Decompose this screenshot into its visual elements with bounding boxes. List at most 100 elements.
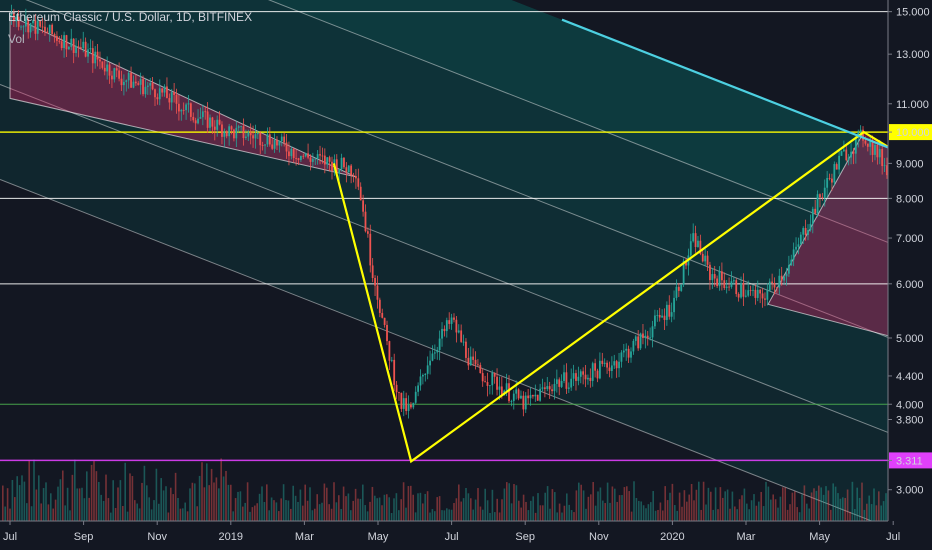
candle-body bbox=[192, 116, 195, 121]
candle-body bbox=[524, 395, 527, 410]
candle-body bbox=[402, 398, 405, 409]
candle-body bbox=[357, 178, 360, 187]
volume-bar bbox=[285, 500, 287, 521]
volume-bar bbox=[674, 505, 676, 521]
volume-bar bbox=[390, 512, 393, 521]
volume-bar bbox=[818, 485, 820, 521]
candle-body bbox=[536, 394, 539, 401]
volume-bar bbox=[458, 484, 460, 521]
volume-bar bbox=[302, 505, 304, 521]
channel-band bbox=[269, 0, 888, 243]
volume-bar bbox=[801, 494, 803, 521]
candle-body bbox=[161, 88, 164, 93]
x-tick-label: Sep bbox=[74, 531, 94, 543]
volume-bar bbox=[599, 487, 602, 521]
candle-body bbox=[197, 118, 199, 124]
volume-bar bbox=[683, 490, 686, 521]
candle-body bbox=[178, 103, 180, 112]
volume-bar bbox=[753, 494, 755, 521]
volume-bar bbox=[261, 486, 263, 521]
candle-body bbox=[34, 20, 37, 34]
volume-bar bbox=[35, 489, 38, 521]
volume-bar bbox=[791, 492, 794, 521]
candle-body bbox=[426, 365, 429, 374]
volume-bar bbox=[54, 499, 57, 521]
volume-bar bbox=[827, 490, 830, 521]
candle-body bbox=[201, 111, 204, 118]
candle-body bbox=[752, 289, 754, 291]
candle-body bbox=[63, 35, 65, 49]
volume-bar bbox=[731, 491, 734, 521]
candle-body bbox=[670, 312, 673, 317]
candle-body bbox=[587, 377, 589, 380]
candle-body bbox=[835, 164, 838, 170]
volume-bar bbox=[110, 512, 112, 521]
candle-body bbox=[237, 126, 240, 128]
candle-body bbox=[481, 373, 484, 382]
volume-bar bbox=[587, 496, 590, 521]
volume-bar bbox=[30, 506, 33, 521]
volume-bar bbox=[736, 509, 738, 521]
candle-body bbox=[785, 273, 788, 277]
volume-bar bbox=[400, 499, 402, 521]
volume-bar bbox=[323, 483, 326, 521]
volume-bar bbox=[105, 474, 107, 521]
candle-body bbox=[149, 83, 152, 86]
volume-bar bbox=[446, 508, 448, 521]
candle-body bbox=[603, 362, 606, 364]
volume-bar bbox=[196, 506, 198, 521]
candle-body bbox=[740, 282, 742, 298]
candle-body bbox=[134, 81, 137, 84]
candle-body bbox=[130, 72, 132, 88]
candle-body bbox=[398, 392, 400, 394]
candle-body bbox=[685, 260, 687, 266]
volume-bar bbox=[179, 508, 182, 521]
volume-bar bbox=[383, 494, 386, 521]
volume-bar bbox=[66, 487, 69, 521]
candle-body bbox=[180, 109, 183, 112]
channel-line bbox=[0, 84, 889, 433]
volume-bar bbox=[635, 497, 638, 521]
volume-bar bbox=[333, 482, 335, 521]
volume-bar bbox=[280, 498, 282, 521]
volume-bar bbox=[748, 509, 750, 521]
candle-body bbox=[591, 363, 594, 381]
volume-bar bbox=[762, 506, 765, 521]
volume-bar bbox=[86, 471, 88, 521]
volume-bar bbox=[777, 507, 779, 521]
volume-bar bbox=[74, 459, 76, 521]
volume-bar bbox=[210, 468, 213, 521]
candle-body bbox=[457, 330, 460, 333]
candle-body bbox=[323, 155, 326, 165]
candle-body bbox=[445, 320, 448, 332]
candle-body bbox=[170, 92, 173, 103]
volume-bar bbox=[350, 510, 352, 521]
candle-body bbox=[32, 20, 34, 24]
candle-body bbox=[300, 155, 302, 161]
volume-bar bbox=[50, 493, 52, 521]
candle-body bbox=[48, 24, 51, 34]
volume-bar bbox=[38, 475, 40, 521]
volume-bar bbox=[645, 508, 647, 521]
volume-bar bbox=[71, 474, 74, 521]
volume-bar bbox=[750, 500, 753, 521]
volume-bar bbox=[426, 491, 429, 521]
volume-bar bbox=[714, 487, 717, 521]
volume-bar bbox=[419, 492, 422, 521]
volume-bar bbox=[222, 476, 225, 521]
volume-bar bbox=[743, 488, 746, 521]
volume-bar bbox=[724, 491, 726, 521]
volume-bar bbox=[174, 472, 177, 521]
candle-body bbox=[417, 385, 420, 392]
volume-bar bbox=[42, 488, 45, 521]
volume-bar bbox=[364, 505, 366, 521]
volume-bar bbox=[69, 510, 71, 521]
volume-bar bbox=[131, 476, 134, 521]
candle-body bbox=[127, 72, 130, 81]
volume-bar bbox=[431, 509, 434, 521]
candle-body bbox=[759, 289, 762, 294]
channel-band bbox=[0, 0, 888, 433]
y-tick-label: 11.000 bbox=[896, 99, 929, 111]
volume-bar bbox=[882, 501, 885, 521]
